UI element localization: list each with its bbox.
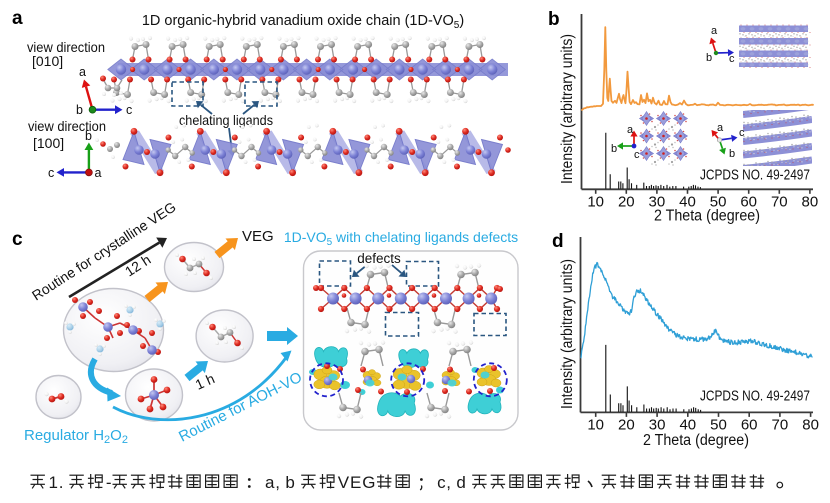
svg-text:70: 70 [772,417,789,434]
svg-text:80: 80 [802,194,819,211]
svg-text:,: , [446,473,451,492]
svg-text:Intensity (arbitrary units): Intensity (arbitrary units) [559,34,576,184]
svg-text:c: c [12,229,23,250]
svg-text:b: b [85,129,92,143]
svg-text:,: , [275,473,280,492]
svg-text:b: b [729,148,735,160]
svg-text:10: 10 [587,417,604,434]
svg-text:VEG: VEG [242,228,274,245]
svg-text:d: d [552,231,564,252]
svg-text:[010]: [010] [32,53,63,69]
svg-text:d: d [456,473,465,492]
svg-text:2 Theta (degree): 2 Theta (degree) [643,432,749,449]
svg-text:defects: defects [357,251,401,266]
svg-text:V: V [338,473,350,492]
svg-text:-: - [106,473,112,492]
svg-text:Regulator H2O2: Regulator H2O2 [24,427,128,446]
svg-text:E: E [350,473,361,492]
svg-text:b: b [706,52,712,64]
svg-text:60: 60 [741,417,758,434]
svg-text:JCPDS NO. 49-2497: JCPDS NO. 49-2497 [700,389,810,405]
svg-text:c: c [48,166,54,180]
svg-text:G: G [362,473,375,492]
svg-text:a: a [265,473,275,492]
svg-text:a: a [12,8,23,29]
svg-text:.: . [59,473,64,492]
svg-text:b: b [548,9,560,30]
svg-text:1D organic-hybrid vanadium oxi: 1D organic-hybrid vanadium oxide chain (… [142,13,464,31]
svg-text:a: a [79,65,86,79]
svg-text:c: c [634,149,640,161]
svg-text:c: c [126,103,132,117]
svg-text:80: 80 [802,417,819,434]
svg-text:chelating ligands: chelating ligands [179,112,273,128]
svg-text:b: b [285,473,294,492]
svg-text:[100]: [100] [33,135,64,151]
svg-text:c: c [739,127,745,139]
svg-text:a: a [717,122,724,134]
svg-text:a: a [627,124,634,136]
svg-text:c: c [437,473,446,492]
svg-text:70: 70 [771,194,788,211]
svg-text:b: b [611,143,617,155]
svg-text:10: 10 [587,194,604,211]
svg-text:b: b [76,103,83,117]
svg-text:30: 30 [649,417,666,434]
svg-text:a: a [711,25,718,37]
svg-text:1: 1 [49,473,58,492]
svg-text:c: c [729,53,735,65]
svg-text:20: 20 [618,417,635,434]
svg-text:a: a [95,166,102,180]
svg-text:20: 20 [618,194,635,211]
svg-text:JCPDS NO. 49-2497: JCPDS NO. 49-2497 [700,168,810,184]
svg-text:40: 40 [679,417,696,434]
svg-text:view direction: view direction [28,118,106,134]
svg-text:Intensity (arbitrary units): Intensity (arbitrary units) [559,259,576,409]
svg-text:50: 50 [710,417,727,434]
svg-text:2 Theta (degree): 2 Theta (degree) [654,208,760,225]
